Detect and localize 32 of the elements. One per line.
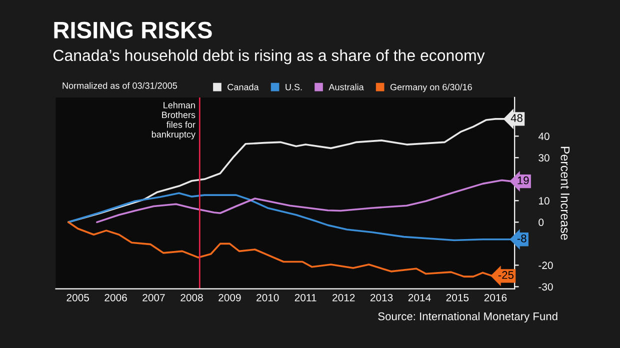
data-label: -8	[517, 234, 526, 242]
legend-label: Canada	[228, 84, 259, 90]
y-tick-label: 0	[538, 218, 544, 226]
legend-label: U.S.	[286, 84, 302, 90]
ref-line-label: Lehman Brothers files for bankruptcy	[152, 102, 196, 140]
x-tick-label: 2011	[294, 294, 316, 302]
data-label: 19	[518, 176, 529, 184]
x-tick-label: 2006	[104, 294, 127, 302]
y-tick-label: -20	[538, 262, 553, 270]
x-tick-label: 2012	[332, 294, 355, 302]
data-label: -25	[498, 271, 514, 279]
chart-subtitle: Canada’s household debt is rising as a share of the economy	[54, 49, 485, 64]
legend-label: Australia	[328, 84, 364, 90]
x-tick-label: 2008	[180, 294, 203, 302]
source-note: Source: International Monetary Fund	[378, 312, 558, 322]
chart-title: RISING RISKS	[54, 22, 212, 39]
x-tick-label: 2009	[218, 294, 241, 302]
x-tick-label: 2016	[484, 294, 507, 302]
legend-label: Germany on 6/30/16	[390, 84, 472, 92]
text: Normalized as of 03/31/2005	[62, 82, 178, 89]
data-label: 48	[510, 114, 522, 122]
y-tick-label: 40	[538, 132, 550, 140]
x-tick-label: 2014	[408, 294, 431, 302]
y-tick-label: 30	[538, 154, 550, 162]
x-tick-label: 2013	[370, 294, 393, 302]
y-axis-title: Percent Increase	[560, 146, 570, 240]
x-tick-label: 2010	[256, 294, 279, 302]
y-tick-label: 10	[539, 197, 550, 205]
x-tick-label: 2007	[142, 294, 165, 302]
x-tick-label: 2005	[66, 294, 89, 302]
x-tick-label: 2015	[446, 294, 469, 302]
y-tick-label: -30	[538, 283, 553, 291]
